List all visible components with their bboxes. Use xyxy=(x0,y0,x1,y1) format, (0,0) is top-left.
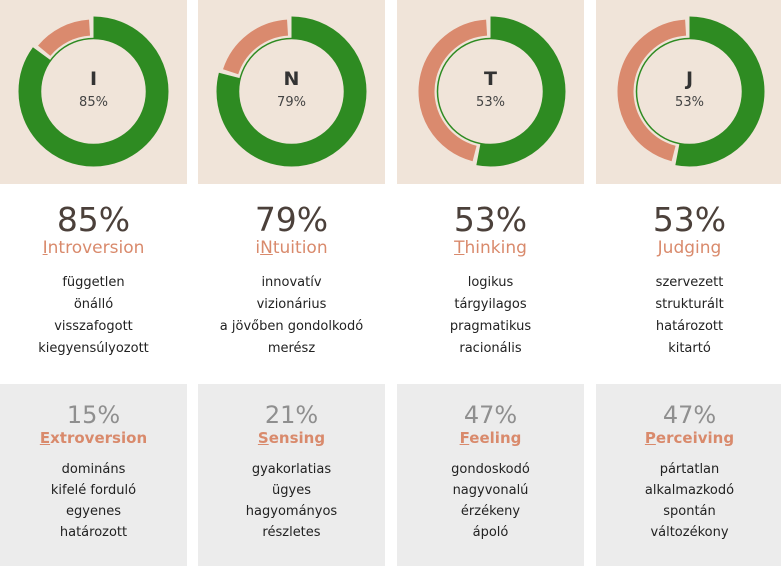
secondary-trait-name: Feeling xyxy=(459,429,522,447)
ring-percent: 79% xyxy=(277,95,306,110)
secondary-trait-list: pártatlan alkalmazkodó spontán változéko… xyxy=(596,459,781,543)
primary-trait-list: független önálló visszafogott kiegyensúl… xyxy=(0,272,187,360)
donut-chart xyxy=(18,16,169,167)
trait-item: pártatlan xyxy=(659,462,720,477)
trait-item: domináns xyxy=(61,462,126,477)
secondary-percent: 47% xyxy=(463,401,518,429)
secondary-trait-list: gondoskodó nagyvonalú érzékeny ápoló xyxy=(397,459,584,543)
secondary-percent: 15% xyxy=(66,401,121,429)
secondary-percent: 47% xyxy=(662,401,717,429)
secondary-trait-list: domináns kifelé forduló egyenes határozo… xyxy=(0,459,187,543)
ring-primary-arc xyxy=(415,16,566,167)
secondary-trait-panel: 21% Sensing gyakorlatias ügyes hagyomány… xyxy=(198,384,385,566)
primary-trait-panel: 53% Judging szervezett strukturált határ… xyxy=(596,184,781,384)
ring-inner-line xyxy=(635,37,744,146)
secondary-trait-name: Extroversion xyxy=(39,429,148,447)
ring-primary-arc xyxy=(18,16,169,167)
trait-item: racionális xyxy=(459,341,522,356)
secondary-trait-name: Sensing xyxy=(257,429,326,447)
trait-item: visszafogott xyxy=(54,319,133,334)
dimension-column-j: J 53% 53% Judging szervezett strukturált… xyxy=(596,0,781,566)
ring-inner-line xyxy=(436,37,545,146)
trait-item: tárgyilagos xyxy=(454,297,527,312)
secondary-trait-panel: 47% Perceiving pártatlan alkalmazkodó sp… xyxy=(596,384,781,566)
ring-primary-arc xyxy=(614,16,765,167)
dimension-column-n: N 79% 79% iNtuition innovatív vizionáriu… xyxy=(198,0,385,566)
ring-percent: 85% xyxy=(79,95,108,110)
donut-chart xyxy=(216,16,367,167)
primary-trait-name: Introversion xyxy=(42,238,145,258)
ring-panel: T 53% xyxy=(397,0,584,184)
ring-inner-line xyxy=(39,37,148,146)
trait-item: alkalmazkodó xyxy=(644,483,735,498)
primary-trait-name: iNtuition xyxy=(255,238,328,258)
trait-item: a jövőben gondolkodó xyxy=(219,319,364,334)
ring-percent: 53% xyxy=(675,95,704,110)
ring-secondary-arc xyxy=(21,19,166,164)
primary-trait-panel: 53% Thinking logikus tárgyilagos pragmat… xyxy=(397,184,584,384)
trait-item: nagyvonalú xyxy=(452,483,529,498)
trait-item: logikus xyxy=(467,275,514,290)
trait-item: ügyes xyxy=(272,483,311,498)
secondary-percent: 21% xyxy=(264,401,319,429)
secondary-trait-panel: 15% Extroversion domináns kifelé forduló… xyxy=(0,384,187,566)
primary-trait-name: Judging xyxy=(657,238,722,258)
trait-item: spontán xyxy=(663,504,716,519)
trait-item: határozott xyxy=(655,319,724,334)
trait-item: pragmatikus xyxy=(449,319,532,334)
donut-chart xyxy=(614,16,765,167)
ring-primary-arc xyxy=(216,16,367,167)
ring-letter: N xyxy=(283,68,300,90)
primary-trait-list: innovatív vizionárius a jövőben gondolko… xyxy=(198,272,385,360)
primary-percent: 79% xyxy=(254,200,329,239)
secondary-trait-name: Perceiving xyxy=(644,429,735,447)
primary-trait-panel: 85% Introversion független önálló vissza… xyxy=(0,184,187,384)
ring-percent: 53% xyxy=(476,95,505,110)
trait-item: gondoskodó xyxy=(451,462,530,477)
primary-trait-panel: 79% iNtuition innovatív vizionárius a jö… xyxy=(198,184,385,384)
primary-trait-name: Thinking xyxy=(454,238,527,258)
primary-percent: 53% xyxy=(453,200,528,239)
dimension-column-t: T 53% 53% Thinking logikus tárgyilagos p… xyxy=(397,0,584,566)
trait-item: határozott xyxy=(59,525,128,540)
primary-trait-list: logikus tárgyilagos pragmatikus racionál… xyxy=(397,272,584,360)
trait-item: gyakorlatias xyxy=(251,462,332,477)
trait-item: strukturált xyxy=(655,297,724,312)
secondary-trait-panel: 47% Feeling gondoskodó nagyvonalú érzéke… xyxy=(397,384,584,566)
ring-letter: I xyxy=(89,68,98,90)
trait-item: kitartó xyxy=(668,341,711,356)
dimension-column-i: I 85% 85% Introversion független önálló … xyxy=(0,0,187,566)
trait-item: hagyományos xyxy=(245,504,338,519)
trait-item: merész xyxy=(267,341,316,356)
ring-letter: J xyxy=(685,68,694,90)
ring-panel: J 53% xyxy=(596,0,781,184)
trait-item: kifelé forduló xyxy=(50,483,137,498)
trait-item: ápoló xyxy=(472,525,509,540)
trait-item: vizionárius xyxy=(256,297,327,312)
ring-secondary-arc xyxy=(219,19,364,164)
trait-item: érzékeny xyxy=(460,504,521,519)
trait-item: független xyxy=(62,275,125,290)
ring-letter: T xyxy=(484,68,497,90)
trait-item: kiegyensúlyozott xyxy=(38,341,149,356)
primary-percent: 85% xyxy=(56,200,131,239)
primary-percent: 53% xyxy=(652,200,727,239)
trait-item: önálló xyxy=(73,297,114,312)
secondary-trait-list: gyakorlatias ügyes hagyományos részletes xyxy=(198,459,385,543)
primary-trait-list: szervezett strukturált határozott kitart… xyxy=(596,272,781,360)
ring-inner-line xyxy=(237,37,346,146)
ring-panel: I 85% xyxy=(0,0,187,184)
trait-item: változékony xyxy=(650,525,729,540)
trait-item: egyenes xyxy=(66,504,121,519)
trait-item: részletes xyxy=(262,525,321,540)
donut-chart xyxy=(415,16,566,167)
trait-item: szervezett xyxy=(655,275,724,290)
trait-item: innovatív xyxy=(261,275,322,290)
ring-panel: N 79% xyxy=(198,0,385,184)
